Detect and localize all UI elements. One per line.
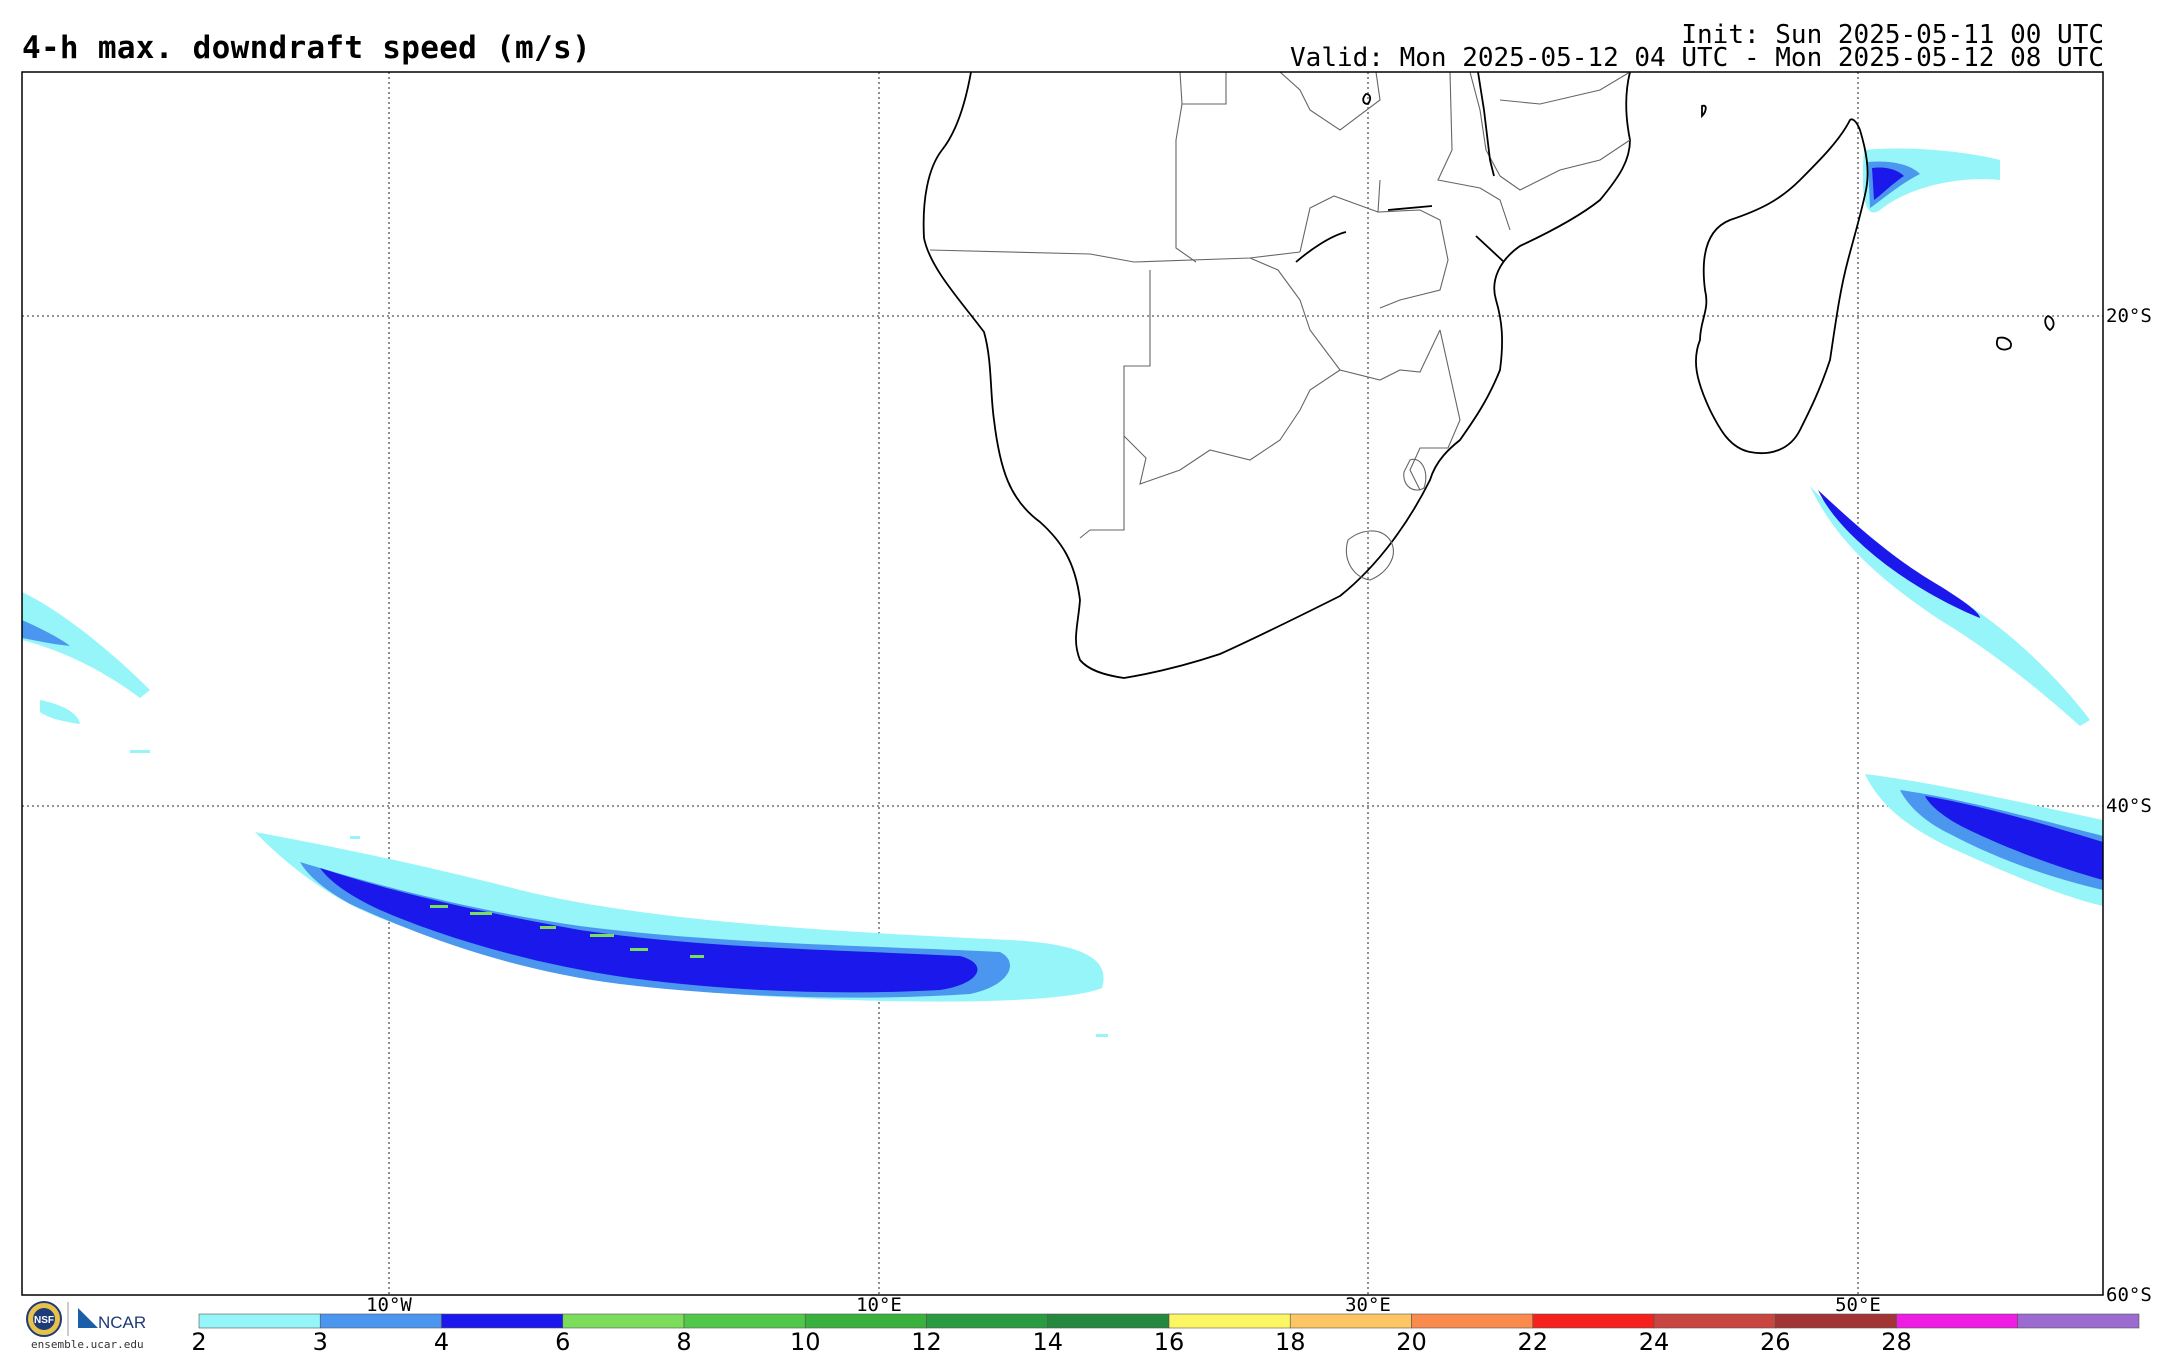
colorbar-tick-label: 16 bbox=[1153, 1328, 1185, 1356]
colorbar-tick-label: 28 bbox=[1881, 1328, 1912, 1356]
lat-label-40s: 40°S bbox=[2106, 795, 2152, 817]
colorbar-tick-label: 8 bbox=[676, 1328, 692, 1356]
lakes bbox=[1295, 72, 1505, 263]
colorbar-tick-label: 10 bbox=[789, 1328, 821, 1356]
colorbar-tick-label: 3 bbox=[312, 1328, 328, 1356]
colorbar-swatch bbox=[319, 1313, 442, 1329]
colorbar-tick-label: 22 bbox=[1517, 1328, 1549, 1356]
lat-label-20s: 20°S bbox=[2106, 305, 2152, 327]
coastlines bbox=[922, 72, 2055, 679]
colorbar-swatch bbox=[562, 1313, 685, 1329]
colorbar-swatch bbox=[441, 1313, 564, 1329]
lat-label-60s: 60°S bbox=[2106, 1284, 2152, 1306]
ensemble-url: ensemble.ucar.edu bbox=[31, 1338, 144, 1351]
colorbar-swatch bbox=[1653, 1313, 1776, 1329]
map-frame bbox=[21, 71, 2104, 1296]
colorbar bbox=[198, 1313, 2140, 1329]
colorbar-swatch bbox=[1289, 1313, 1412, 1329]
country-borders bbox=[929, 72, 1631, 581]
colorbar-tick-label: 18 bbox=[1274, 1328, 1306, 1356]
downdraft-patch-west bbox=[22, 592, 150, 753]
colorbar-swatch bbox=[1532, 1313, 1655, 1329]
ncar-mark-icon bbox=[78, 1308, 98, 1328]
init-time: Init: Sun 2025-05-11 00 UTC bbox=[1681, 20, 2104, 50]
lon-label-50e: 50°E bbox=[1835, 1294, 1881, 1316]
colorbar-tick-label: 12 bbox=[911, 1328, 942, 1356]
lon-label-10w: 10°W bbox=[366, 1294, 412, 1316]
downdraft-streak-indian-ocean bbox=[1810, 486, 2090, 726]
svg-text:NCAR: NCAR bbox=[98, 1313, 146, 1332]
colorbar-tick-label: 4 bbox=[433, 1328, 450, 1356]
colorbar-swatch bbox=[683, 1313, 806, 1329]
colorbar-swatch bbox=[1411, 1313, 1534, 1329]
colorbar-tick-label: 24 bbox=[1638, 1328, 1670, 1356]
colorbar-tick-label: 26 bbox=[1759, 1328, 1791, 1356]
colorbar-swatch bbox=[198, 1313, 321, 1329]
colorbar-swatch bbox=[1168, 1313, 1291, 1329]
downdraft-band-atlantic bbox=[255, 832, 1108, 1037]
colorbar-swatch bbox=[1896, 1313, 2019, 1329]
lon-label-10e: 10°E bbox=[856, 1294, 902, 1316]
colorbar-swatch bbox=[1047, 1313, 1170, 1329]
colorbar-swatch bbox=[2017, 1313, 2140, 1329]
valid-time: Valid: Mon 2025-05-12 04 UTC - Mon 2025-… bbox=[1290, 43, 2104, 73]
svg-text:NSF: NSF bbox=[34, 1315, 54, 1326]
colorbar-tick-label: 20 bbox=[1396, 1328, 1427, 1356]
downdraft-band-southeast bbox=[1865, 774, 2103, 906]
colorbar-tick-label: 2 bbox=[191, 1328, 207, 1356]
colorbar-tick-label: 14 bbox=[1032, 1328, 1064, 1356]
lon-label-30e: 30°E bbox=[1345, 1294, 1391, 1316]
colorbar-swatch bbox=[1774, 1313, 1897, 1329]
graticule bbox=[22, 72, 2103, 1295]
ncar-nsf-logo: NSF NCAR bbox=[26, 1301, 146, 1337]
colorbar-swatch bbox=[926, 1313, 1049, 1329]
colorbar-swatch bbox=[804, 1313, 927, 1329]
colorbar-tick-label: 6 bbox=[555, 1328, 571, 1356]
downdraft-streak-madagascar bbox=[1862, 148, 2000, 213]
map-title: 4-h max. downdraft speed (m/s) bbox=[22, 30, 591, 66]
